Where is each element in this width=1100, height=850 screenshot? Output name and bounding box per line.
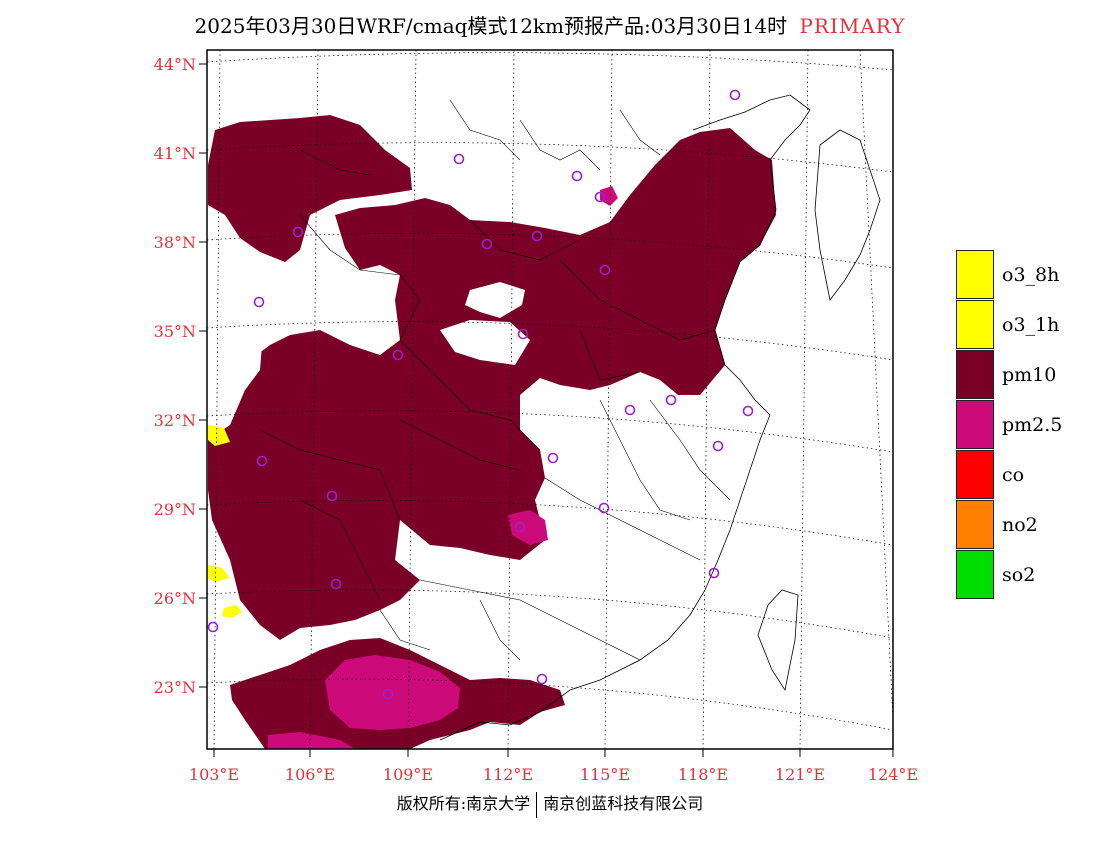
station-marker [547,452,559,464]
legend-item-no2: no2 [956,500,1086,550]
legend-swatch [956,550,994,599]
primary-tag: PRIMARY [799,14,906,38]
legend-swatch [956,450,994,499]
pm25-patch-north [600,186,618,206]
latitude-label: 41°N [153,144,196,163]
copyright-right: 南京创蓝科技有限公司 [543,794,704,813]
legend-swatch [956,350,994,399]
station-marker [517,328,529,340]
legend-label: o3_1h [1002,314,1060,336]
station-marker [382,688,394,700]
longitude-label: 118°E [677,765,729,784]
graticule [207,50,893,749]
taiwan-outline [757,589,799,692]
station-marker [207,621,219,633]
legend-label: so2 [1002,564,1036,586]
longitude-label: 124°E [867,765,919,784]
longitude-label: 112°E [482,765,534,784]
latitude-label: 29°N [153,500,196,519]
station-marker [571,170,583,182]
station-markers [207,89,754,700]
legend-label: o3_8h [1002,264,1060,286]
longitude-label: 106°E [284,765,336,784]
station-marker [392,349,404,361]
station-marker [453,153,465,165]
coastline [439,94,811,741]
legend-swatch [956,250,994,299]
legend-swatch [956,400,994,449]
o3-patch-2 [208,565,230,582]
longitude-label: 121°E [774,765,826,784]
station-marker [481,238,493,250]
longitude-label: 103°E [188,765,240,784]
station-marker [326,490,338,502]
o3-patch-3 [222,605,242,618]
station-marker [253,296,265,308]
station-marker [729,89,741,101]
station-marker [742,405,754,417]
legend-label: pm10 [1002,364,1057,386]
latitude-label: 35°N [153,322,196,341]
latitude-label: 26°N [153,589,196,608]
station-marker [598,502,610,514]
map-frame [206,49,894,750]
pm25-region-bottom [268,732,355,749]
clean-area-southwest [208,248,300,390]
copyright-left: 版权所有:南京大学 [396,794,531,813]
pm25-patch-hunan [508,510,548,545]
latitude-label: 32°N [153,411,196,430]
pm10-region-north [208,115,412,262]
legend-swatch [956,300,994,349]
province-boundaries [259,99,731,661]
pm10-region-center [208,128,776,640]
longitude-label: 109°E [382,765,434,784]
station-marker [536,673,548,685]
station-marker [665,394,677,406]
station-marker [514,521,526,533]
legend-item-o3-1h: o3_1h [956,300,1086,350]
map-title: 2025年03月30日WRF/cmaq模式12km预报产品:03月30日14时 … [0,10,1100,39]
legend-label: co [1002,464,1025,486]
legend-label: no2 [1002,514,1038,536]
copyright-footer: 版权所有:南京大学 南京创蓝科技有限公司 [0,790,1100,818]
legend-swatch [956,500,994,549]
clean-area-loess [465,282,525,318]
station-marker [624,404,636,416]
station-marker [531,230,543,242]
station-marker [256,455,268,467]
legend-item-pm10: pm10 [956,350,1086,400]
latitude-label: 38°N [153,233,196,252]
station-marker [594,191,606,203]
legend-item-co: co [956,450,1086,500]
station-marker [712,440,724,452]
korea-outline [814,129,881,301]
axis-ticks [199,63,894,757]
longitude-label: 115°E [579,765,631,784]
station-marker [599,264,611,276]
legend-item-o3-8h: o3_8h [956,250,1086,300]
station-marker [292,226,304,238]
latitude-label: 44°N [153,55,196,74]
title-text: 2025年03月30日WRF/cmaq模式12km预报产品:03月30日14时 [194,14,788,38]
station-marker [708,567,720,579]
legend-item-pm25: pm2.5 [956,400,1086,450]
legend-item-so2: so2 [956,550,1086,600]
clean-area-middle [440,320,530,365]
o3-patch-1 [208,425,230,446]
station-marker [330,578,342,590]
footer-divider [536,791,538,818]
latitude-label: 23°N [153,678,196,697]
legend-label: pm2.5 [1002,414,1063,436]
